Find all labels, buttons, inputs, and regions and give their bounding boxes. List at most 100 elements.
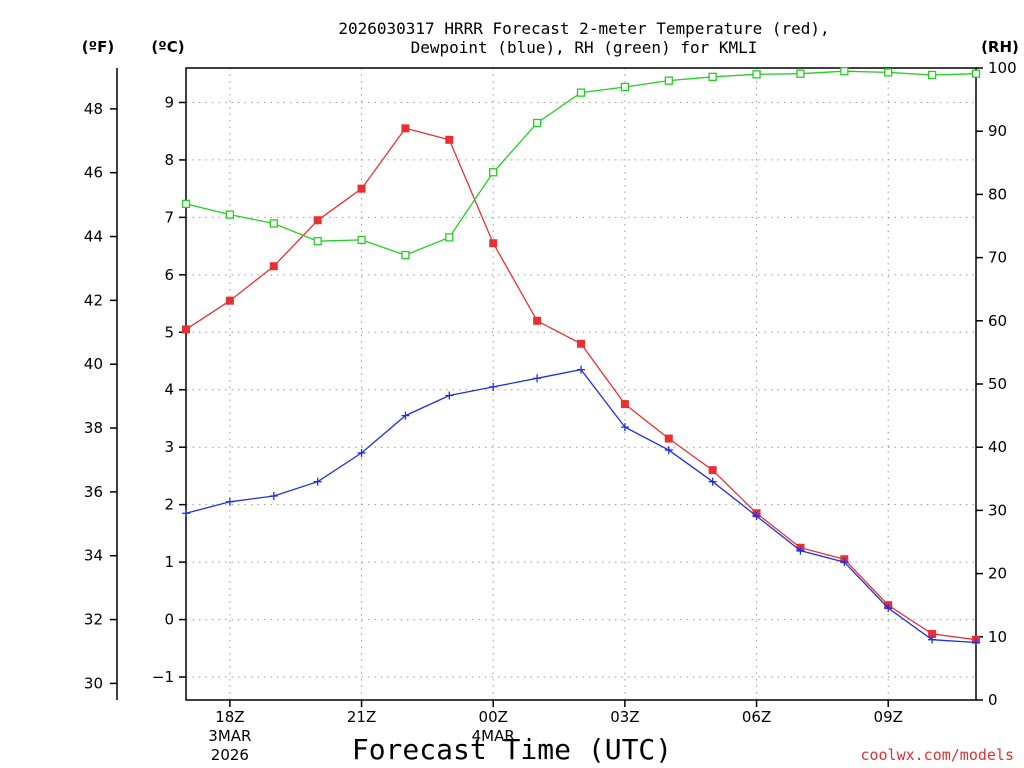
rh-tick-label: 40 (988, 438, 1007, 456)
dewpoint-marker (357, 448, 366, 457)
celsius-unit-label: (ºC) (151, 38, 184, 56)
chart-title-line-2: Dewpoint (blue), RH (green) for KMLI (411, 38, 758, 57)
plot-frame (185, 67, 977, 701)
fahrenheit-tick-label: 32 (84, 611, 103, 629)
dewpoint-line (185, 368, 977, 644)
rh-marker (884, 68, 893, 77)
rh-tick-label: 10 (988, 628, 1007, 646)
celsius-tick-label: 0 (164, 611, 174, 629)
temperature-marker (928, 629, 937, 638)
dewpoint-marker (884, 604, 893, 613)
x-tick-label: 00Z (479, 708, 508, 726)
temperature-marker (225, 296, 234, 305)
rh-marker (225, 210, 235, 219)
celsius-tick-label: 6 (164, 266, 174, 284)
x-tick-label: 06Z (742, 708, 771, 726)
celsius-tick-label: 9 (164, 93, 174, 111)
rh-marker (445, 233, 454, 242)
temperature-marker (357, 184, 366, 193)
dewpoint-marker (620, 423, 629, 432)
x-tick-year-label: 2026 (211, 746, 249, 764)
dewpoint-marker (972, 638, 980, 647)
dewpoint-marker (401, 411, 410, 420)
dewpoint-marker (664, 446, 673, 455)
fahrenheit-tick-label: 48 (84, 100, 103, 118)
celsius-tick-label: 1 (164, 553, 174, 571)
temperature-marker (620, 400, 629, 409)
fahrenheit-tick-label: 44 (84, 228, 103, 246)
temperature-marker (489, 239, 498, 248)
dewpoint-marker (533, 374, 542, 383)
celsius-tick-label: 3 (164, 438, 174, 456)
celsius-tick-label: 4 (164, 381, 174, 399)
celsius-tick-label: 5 (164, 323, 174, 341)
fahrenheit-tick-label: 36 (84, 483, 103, 501)
rh-marker (620, 82, 630, 92)
temperature-marker (445, 135, 454, 144)
rh-marker (708, 72, 717, 81)
temperature-marker (269, 262, 278, 271)
rh-unit-label: (RH) (981, 38, 1019, 56)
dewpoint-marker (225, 497, 234, 506)
x-tick-label: 09Z (874, 708, 903, 726)
fahrenheit-unit-label: (ºF) (82, 38, 114, 56)
rh-marker (181, 199, 191, 209)
rh-tick-label: 70 (988, 249, 1007, 267)
rh-marker (401, 250, 410, 260)
fahrenheit-tick-label: 30 (84, 674, 103, 692)
celsius-tick-label: −1 (152, 668, 174, 686)
rh-marker (927, 70, 937, 80)
grid-lines (186, 68, 976, 700)
temperature-marker (533, 316, 542, 325)
dewpoint-marker (445, 391, 454, 400)
rh-tick-label: 50 (988, 375, 1007, 393)
temperature-marker (708, 466, 717, 475)
x-tick-label: 21Z (347, 708, 376, 726)
dewpoint-marker (928, 635, 937, 644)
temperature-marker (182, 325, 190, 334)
rh-tick-label: 30 (988, 501, 1007, 519)
celsius-tick-label: 8 (164, 151, 174, 169)
rh-marker (796, 69, 805, 78)
rh-line (185, 70, 977, 256)
x-tick-label: 03Z (610, 708, 639, 726)
rh-marker (269, 219, 278, 228)
x-tick-date-label: 3MAR (208, 727, 251, 745)
credit-label: coolwx.com/models (860, 746, 1014, 764)
temperature-marker (664, 434, 673, 443)
dewpoint-marker (577, 365, 585, 374)
rh-tick-label: 100 (988, 59, 1017, 77)
fahrenheit-tick-label: 46 (84, 164, 103, 182)
dewpoint-marker (796, 546, 805, 555)
dewpoint-marker (269, 492, 278, 501)
temperature-line (185, 127, 977, 641)
fahrenheit-tick-label: 34 (84, 547, 103, 565)
rh-marker (971, 69, 981, 78)
dewpoint-marker (708, 477, 717, 486)
dewpoint-marker (840, 558, 849, 567)
rh-marker (532, 118, 542, 128)
fahrenheit-tick-label: 38 (84, 419, 103, 437)
rh-marker (840, 67, 849, 76)
rh-marker (489, 168, 498, 177)
dewpoint-marker (752, 512, 761, 521)
x-axis-label: Forecast Time (UTC) (352, 733, 672, 766)
chart-title-line-1: 2026030317 HRRR Forecast 2-meter Tempera… (338, 19, 829, 38)
rh-tick-label: 0 (988, 691, 998, 709)
dewpoint-marker (182, 509, 190, 518)
rh-marker (576, 88, 586, 97)
rh-marker (664, 76, 673, 85)
rh-tick-label: 60 (988, 312, 1007, 330)
temperature-marker (313, 216, 322, 225)
fahrenheit-tick-label: 40 (84, 355, 103, 373)
fahrenheit-tick-label: 42 (84, 291, 103, 309)
rh-marker (313, 237, 322, 246)
rh-tick-label: 90 (988, 122, 1007, 140)
temperature-marker (577, 339, 585, 348)
rh-marker (752, 70, 761, 79)
x-tick-label: 18Z (215, 708, 244, 726)
rh-tick-label: 20 (988, 565, 1007, 583)
celsius-tick-label: 7 (164, 208, 174, 226)
rh-tick-label: 80 (988, 185, 1007, 203)
